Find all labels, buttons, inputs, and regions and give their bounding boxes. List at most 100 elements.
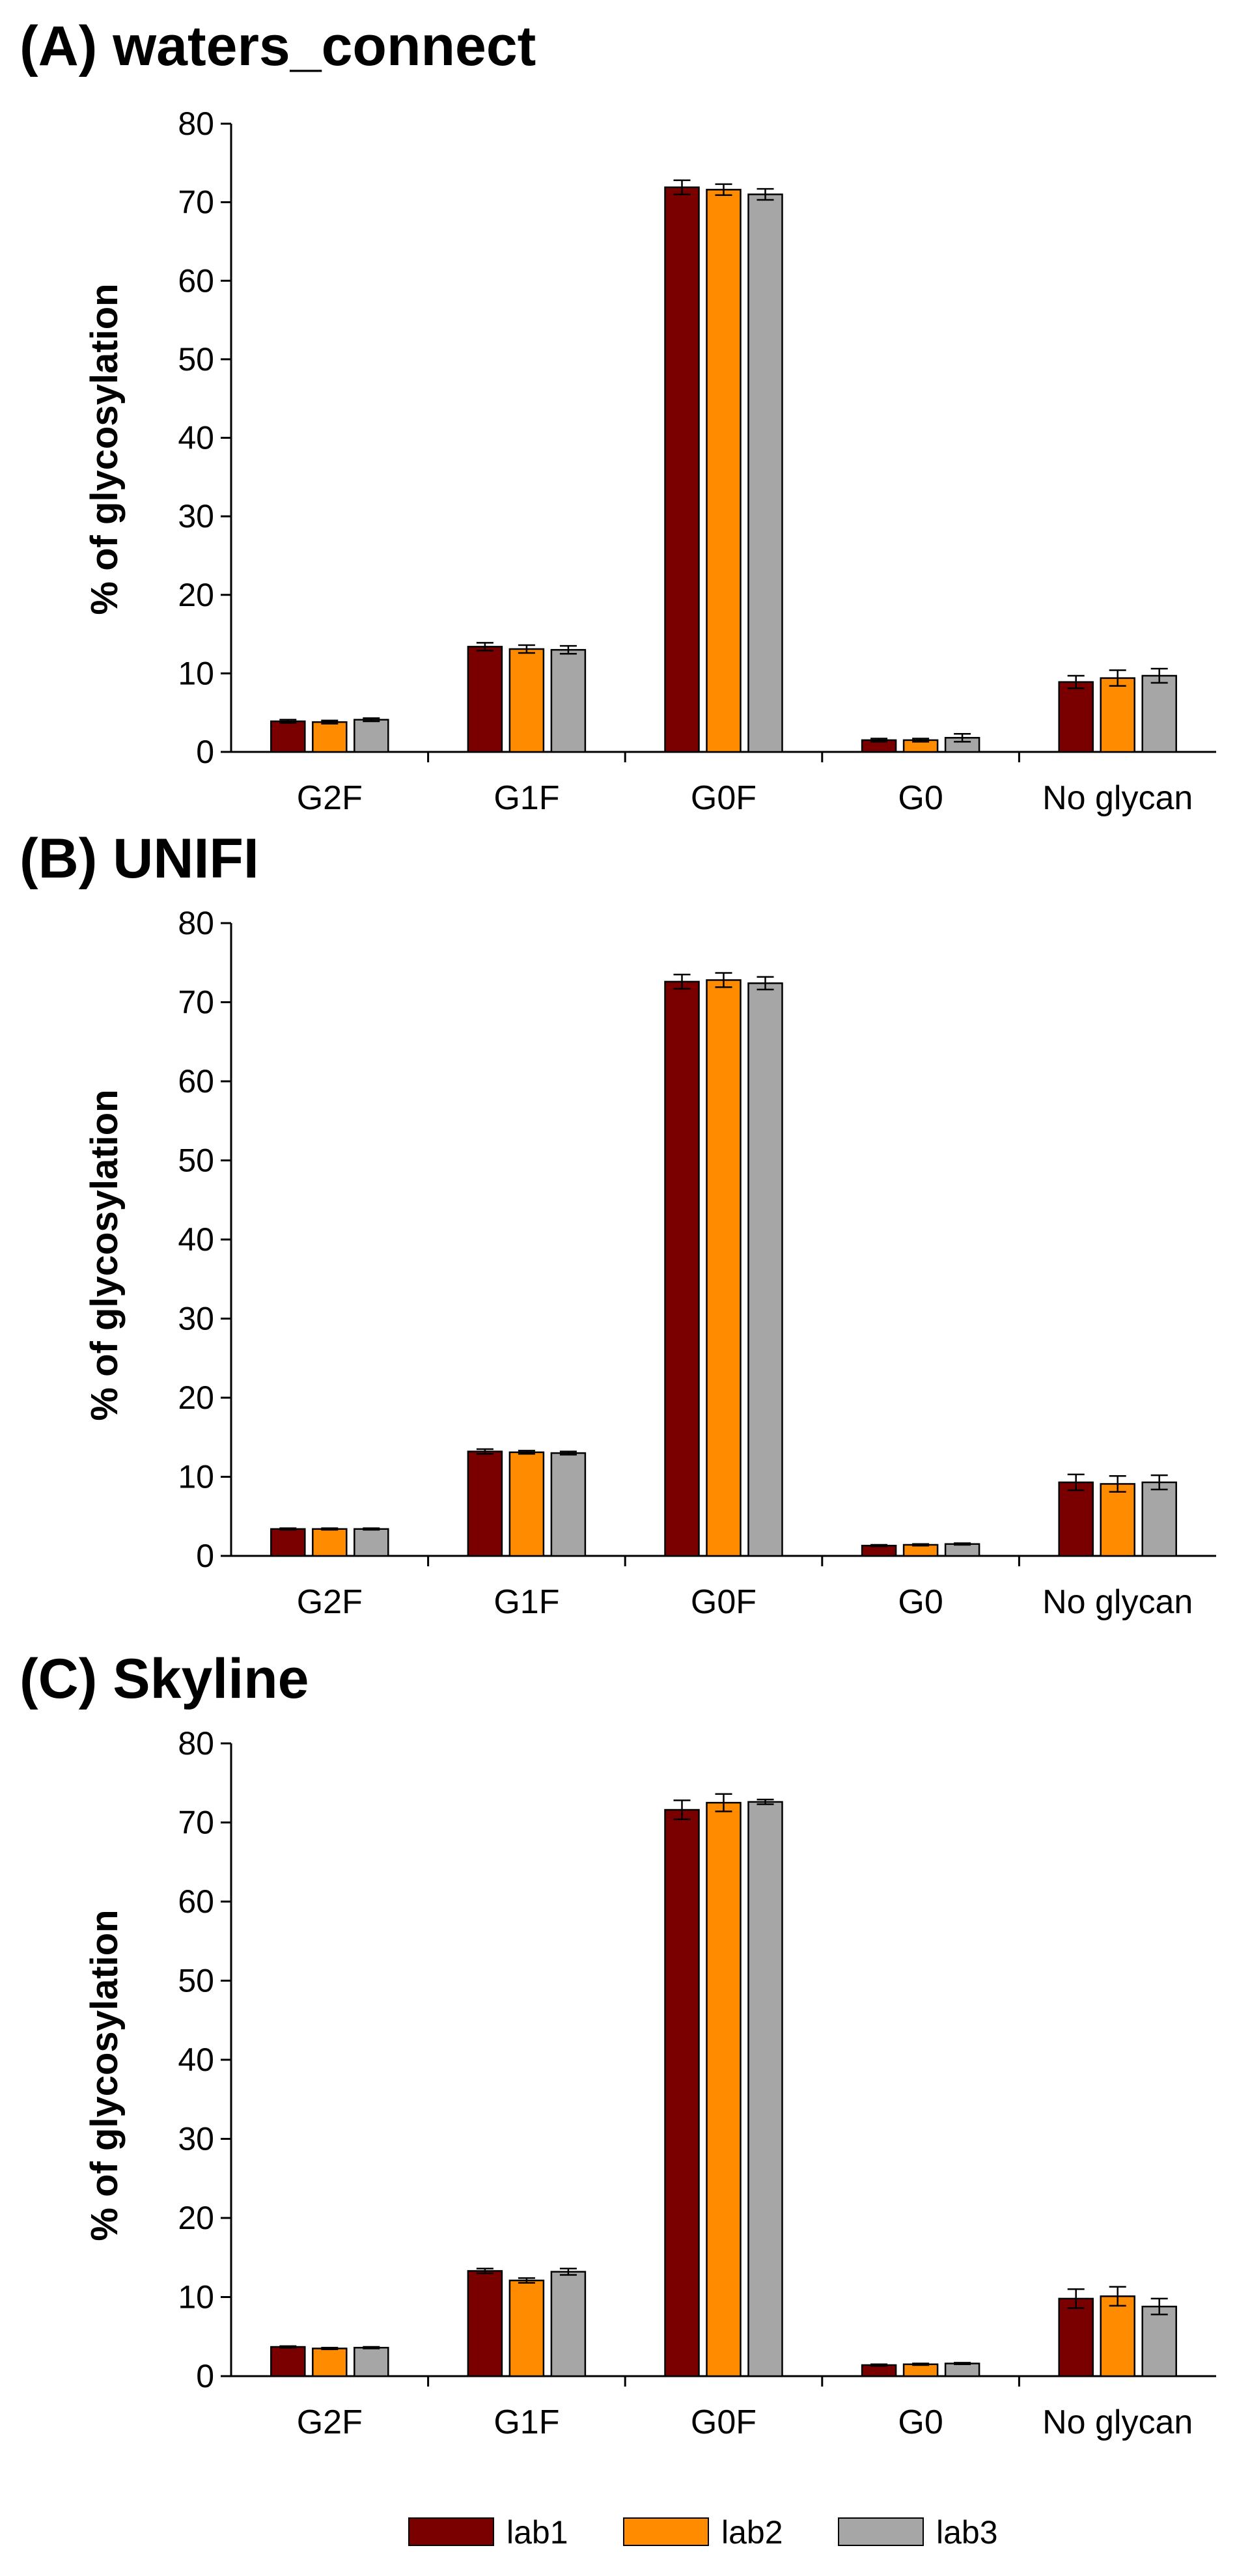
bar-lab2 (706, 979, 742, 1557)
y-tick-label: 50 (178, 341, 214, 378)
panel-b-ylabel: % of glycosylation (83, 1089, 126, 1420)
bar-lab3 (1141, 674, 1177, 753)
x-category-label: G0 (898, 2403, 943, 2441)
bar-lab3 (747, 193, 783, 753)
bar-lab1 (270, 720, 306, 753)
bar-lab1 (1058, 1481, 1094, 1557)
bar-lab3 (1141, 2305, 1177, 2377)
y-tick-label: 70 (178, 1805, 214, 1841)
legend-swatch-lab3 (838, 2517, 924, 2546)
legend: lab1 lab2 lab3 (408, 2514, 998, 2551)
legend-label-lab3: lab3 (936, 2514, 998, 2551)
bar-lab3 (747, 1801, 783, 2377)
bar-lab3 (354, 719, 389, 753)
y-tick-label: 20 (178, 577, 214, 613)
bar-lab1 (664, 1808, 700, 2377)
bar-lab3 (550, 2271, 587, 2377)
bar-lab2 (706, 189, 742, 753)
x-category-label: G1F (493, 779, 559, 817)
bar-lab2 (312, 721, 348, 753)
panel-a: (A) waters_connect % of glycosylation 0 1… (20, 15, 1216, 817)
y-tick-label: 10 (178, 655, 214, 691)
legend-swatch-lab1 (408, 2517, 494, 2546)
x-category-label: G0 (898, 779, 943, 817)
bar-lab1 (270, 1528, 306, 1557)
y-tick-label: 80 (178, 905, 214, 941)
y-tick-label: 70 (178, 184, 214, 221)
bar-lab3 (944, 2362, 980, 2377)
y-tick-label: 20 (178, 1379, 214, 1416)
y-tick-label: 50 (178, 1963, 214, 1999)
y-tick-label: 30 (178, 498, 214, 534)
x-category-label: G0F (691, 2403, 757, 2441)
bar-lab3 (550, 648, 587, 753)
x-category-label: G1F (493, 1583, 559, 1621)
bar-lab1 (861, 2364, 897, 2377)
panel-a-ylabel: % of glycosylation (83, 283, 126, 615)
bar-lab3 (747, 982, 783, 1557)
bar-lab2 (508, 2279, 545, 2377)
y-tick-label: 50 (178, 1143, 214, 1179)
legend-label-lab2: lab2 (721, 2514, 783, 2551)
x-category-label: G1F (493, 2403, 559, 2441)
bar-lab2 (508, 648, 545, 753)
y-tick-label: 40 (178, 1221, 214, 1258)
y-tick-label: 60 (178, 1063, 214, 1100)
bar-lab2 (706, 1801, 742, 2377)
bar-lab3 (550, 1452, 587, 1557)
bar-lab1 (467, 2270, 503, 2377)
panel-c-plot: 0 10 20 30 40 50 60 70 80 G2F G1F G0F G0 No glycan (178, 1725, 1216, 2441)
y-tick-label: 0 (196, 1538, 214, 1574)
panel-b-plot: 0 10 20 30 40 50 60 70 80 G2F G1F G0F G0 No glycan (178, 905, 1216, 1621)
bar-lab2 (312, 1528, 348, 1557)
bar-lab2 (902, 2363, 939, 2377)
x-category-label: G2F (297, 1583, 363, 1621)
bar-lab1 (1058, 2297, 1094, 2377)
bar-lab3 (354, 1528, 389, 1557)
x-category-label: G2F (297, 779, 363, 817)
bar-lab3 (944, 1543, 980, 1557)
x-category-label: No glycan (1042, 1583, 1193, 1621)
panel-c-title: (C) Skyline (20, 1648, 309, 1710)
legend-swatch-lab2 (623, 2517, 709, 2546)
panel-b-title: (B) UNIFI (20, 827, 259, 890)
bar-lab2 (1100, 1483, 1135, 1557)
bar-lab2 (1100, 2295, 1135, 2377)
panel-c: (C) Skyline % of glycosylation 0 10 20 30 40… (20, 1648, 1216, 2441)
bar-lab1 (467, 1450, 503, 1557)
x-category-label: No glycan (1042, 2403, 1193, 2441)
panel-a-plot: 0 10 20 30 40 50 60 70 80 G2F G1F G0F G0 No glycan (178, 105, 1216, 817)
bar-lab1 (664, 186, 700, 753)
bar-lab1 (1058, 681, 1094, 753)
x-category-label: G0F (691, 779, 757, 817)
legend-label-lab1: lab1 (507, 2514, 568, 2551)
panel-b: (B) UNIFI % of glycosylation 0 10 20 30 40 50… (20, 827, 1216, 1621)
y-tick-label: 30 (178, 1301, 214, 1337)
x-category-label: G0F (691, 1583, 757, 1621)
bar-lab2 (902, 1544, 939, 1557)
x-category-label: No glycan (1042, 779, 1193, 817)
y-tick-label: 80 (178, 1725, 214, 1762)
y-tick-label: 10 (178, 1459, 214, 1495)
y-tick-label: 10 (178, 2279, 214, 2316)
bar-lab1 (270, 2346, 306, 2377)
x-category-label: G0 (898, 1583, 943, 1621)
bar-lab3 (354, 2347, 389, 2377)
x-category-label: G2F (297, 2403, 363, 2441)
y-tick-label: 30 (178, 2121, 214, 2157)
y-tick-label: 40 (178, 420, 214, 456)
y-tick-label: 40 (178, 2042, 214, 2078)
bar-lab2 (1100, 677, 1135, 753)
bar-lab2 (312, 2347, 348, 2377)
y-tick-label: 70 (178, 984, 214, 1021)
bar-lab2 (508, 1451, 545, 1557)
y-tick-label: 60 (178, 1883, 214, 1920)
y-tick-label: 0 (196, 2358, 214, 2394)
panel-a-title: (A) waters_connect (20, 15, 536, 77)
bar-lab1 (664, 980, 700, 1557)
y-tick-label: 0 (196, 734, 214, 770)
bar-lab3 (1141, 1481, 1177, 1557)
panel-c-ylabel: % of glycosylation (83, 1909, 126, 2241)
